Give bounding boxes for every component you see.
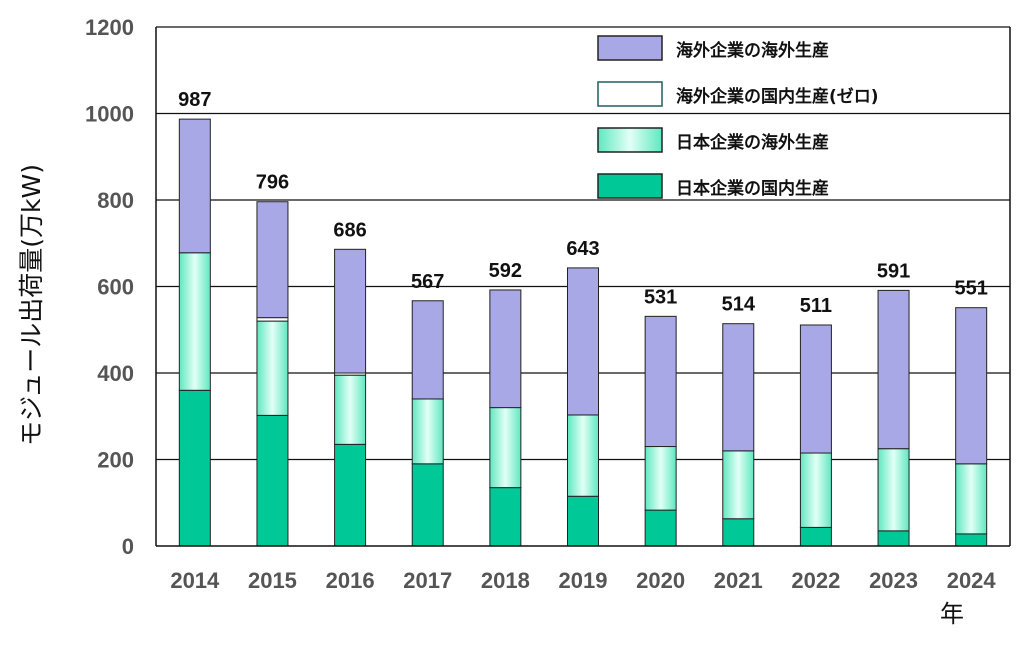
bar-segment xyxy=(411,300,444,400)
bar-segment xyxy=(256,317,289,322)
y-tick-label: 1000 xyxy=(85,102,134,127)
bar-segment xyxy=(489,487,522,547)
y-axis-label: モジュール出荷量(万kW) xyxy=(17,164,46,446)
total-labels: 987 796 686 567 592 643 531 514 511 591 551 xyxy=(178,89,988,317)
legend-label: 海外企業の海外生産 xyxy=(676,40,829,61)
bar-total-label: 531 xyxy=(644,286,677,308)
bar-segment xyxy=(489,407,522,489)
bar-total-label: 551 xyxy=(954,278,987,300)
bar-segment xyxy=(799,324,832,454)
bar-total-label: 686 xyxy=(333,219,366,241)
bar-segment xyxy=(644,509,677,547)
bar-total-label: 567 xyxy=(411,271,444,293)
x-tick-label: 2019 xyxy=(559,568,608,593)
bar-segment xyxy=(644,446,677,511)
y-tick-label: 0 xyxy=(122,534,134,559)
legend-label: 日本企業の国内生産 xyxy=(676,178,829,199)
bar-segment xyxy=(334,248,367,374)
bar-segment xyxy=(411,463,444,547)
bar-segment xyxy=(722,450,755,520)
bar-segment xyxy=(644,315,677,448)
bar-segment xyxy=(256,320,289,416)
x-tick-label: 2022 xyxy=(791,568,840,593)
bar-segment xyxy=(256,201,289,319)
x-tick-label: 2021 xyxy=(714,568,763,593)
bar-segment xyxy=(178,118,211,254)
bar-segment xyxy=(256,414,289,547)
y-tick-label: 600 xyxy=(97,275,134,300)
x-axis-unit: 年 xyxy=(940,600,964,628)
x-tick-label: 2016 xyxy=(326,568,375,593)
bar-segment xyxy=(334,443,367,547)
bar-segment xyxy=(567,267,599,416)
bar-segment xyxy=(955,463,988,535)
x-tick-label: 2014 xyxy=(170,568,220,593)
bars xyxy=(178,118,988,547)
bar-segment xyxy=(567,414,599,497)
bar-segment xyxy=(799,452,832,528)
x-axis-ticks: 2014 2015 2016 2017 2018 2019 2020 2021 2022 2023… xyxy=(170,568,996,593)
bar-segment xyxy=(334,374,367,445)
bar-segment xyxy=(489,289,522,409)
bar-total-label: 511 xyxy=(800,295,832,317)
bar-segment xyxy=(799,526,832,547)
bar-segment xyxy=(567,495,599,547)
x-tick-label: 2023 xyxy=(869,568,918,593)
x-tick-label: 2024 xyxy=(947,568,997,593)
y-tick-label: 400 xyxy=(97,361,134,386)
y-tick-label: 1200 xyxy=(85,15,134,40)
bar-segment xyxy=(877,289,910,450)
bar-segment xyxy=(178,252,211,391)
bar-segment xyxy=(955,307,988,465)
bar-segment xyxy=(722,323,755,452)
bar-segment xyxy=(877,448,910,532)
bar-segment xyxy=(178,389,211,547)
bar-total-label: 514 xyxy=(722,294,756,316)
y-axis-ticks: 0 200 400 600 800 1000 1200 xyxy=(85,15,134,559)
legend-label: 日本企業の海外生産 xyxy=(676,132,829,153)
bar-total-label: 591 xyxy=(877,260,910,282)
y-tick-label: 200 xyxy=(97,448,134,473)
legend-swatch xyxy=(597,81,663,107)
bar-segment xyxy=(722,518,755,547)
bar-total-label: 796 xyxy=(256,172,289,194)
legend-swatch xyxy=(597,173,663,199)
bar-segment xyxy=(877,530,910,547)
axes xyxy=(155,27,1011,547)
bar-total-label: 643 xyxy=(566,238,599,260)
x-tick-label: 2017 xyxy=(403,568,452,593)
legend-swatch xyxy=(597,35,663,61)
bar-segment xyxy=(411,398,444,465)
legend-swatch xyxy=(597,127,663,153)
legend-label: 海外企業の国内生産(ゼロ) xyxy=(676,86,879,107)
bar-segment xyxy=(955,533,988,547)
x-tick-label: 2015 xyxy=(248,568,297,593)
x-tick-label: 2018 xyxy=(481,568,530,593)
x-tick-label: 2020 xyxy=(636,568,685,593)
bar-total-label: 987 xyxy=(178,89,211,111)
y-tick-label: 800 xyxy=(97,188,134,213)
bar-total-label: 592 xyxy=(489,260,522,282)
